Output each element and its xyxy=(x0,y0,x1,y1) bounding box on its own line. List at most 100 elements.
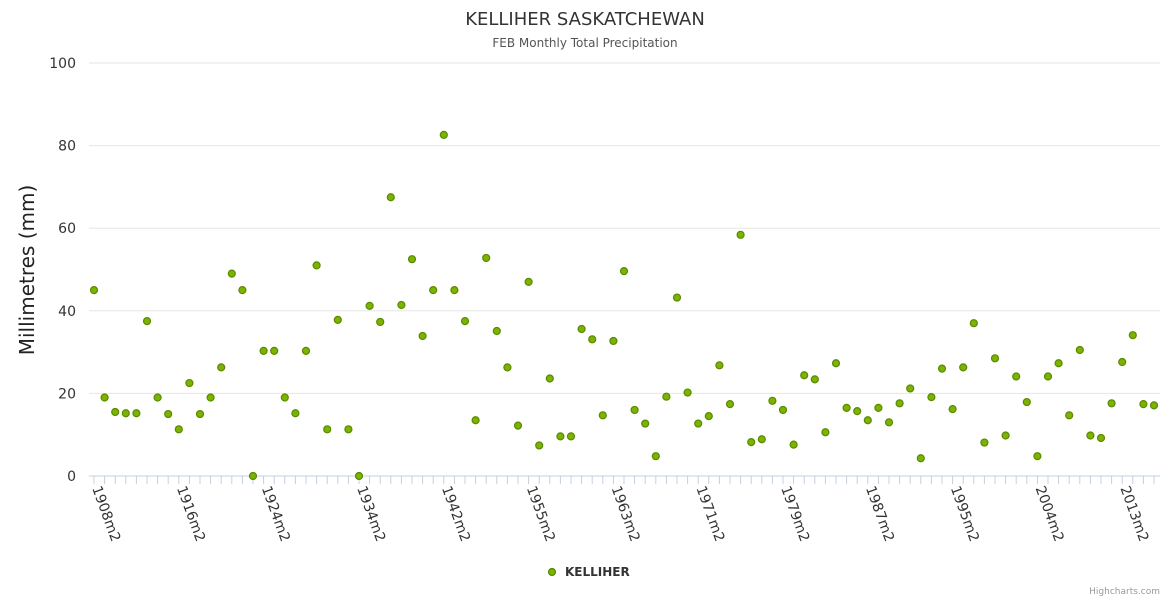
credits-link[interactable]: Highcharts.com xyxy=(1089,587,1160,597)
data-point[interactable] xyxy=(1012,372,1021,381)
data-point[interactable] xyxy=(736,230,745,239)
data-point[interactable] xyxy=(609,336,618,346)
data-point[interactable] xyxy=(312,261,321,270)
legend-label[interactable]: KELLIHER xyxy=(565,565,630,579)
data-point[interactable] xyxy=(365,301,374,310)
data-point[interactable] xyxy=(100,393,109,402)
data-point[interactable] xyxy=(450,286,459,295)
data-point[interactable] xyxy=(959,363,968,372)
data-point[interactable] xyxy=(916,454,925,463)
data-point[interactable] xyxy=(89,286,99,295)
data-point[interactable] xyxy=(545,374,554,383)
data-point[interactable] xyxy=(195,409,205,419)
data-point[interactable] xyxy=(821,428,830,437)
data-point[interactable] xyxy=(853,407,862,416)
data-point[interactable] xyxy=(725,400,735,409)
data-point[interactable] xyxy=(439,130,448,139)
data-point[interactable] xyxy=(429,286,438,295)
data-point[interactable] xyxy=(471,416,480,425)
data-point[interactable] xyxy=(884,418,894,427)
data-point[interactable] xyxy=(1149,401,1159,410)
data-point[interactable] xyxy=(227,269,236,278)
data-point[interactable] xyxy=(185,378,194,388)
data-point[interactable] xyxy=(937,364,947,373)
data-point[interactable] xyxy=(842,403,851,412)
data-point[interactable] xyxy=(704,412,713,421)
data-point[interactable] xyxy=(715,361,724,370)
data-point[interactable] xyxy=(238,286,247,295)
data-point[interactable] xyxy=(863,416,872,425)
data-point[interactable] xyxy=(757,435,766,444)
data-point[interactable] xyxy=(386,193,395,202)
data-point[interactable] xyxy=(768,396,777,405)
data-point[interactable] xyxy=(535,441,544,450)
data-point[interactable] xyxy=(482,253,491,263)
data-point[interactable] xyxy=(948,404,957,414)
data-point[interactable] xyxy=(566,432,576,441)
data-point[interactable] xyxy=(810,375,819,384)
data-point[interactable] xyxy=(397,300,406,310)
data-point[interactable] xyxy=(662,392,671,401)
data-point[interactable] xyxy=(142,317,152,326)
data-point[interactable] xyxy=(376,317,385,327)
data-point[interactable] xyxy=(270,346,279,355)
data-point[interactable] xyxy=(651,452,660,461)
data-point[interactable] xyxy=(1022,397,1031,407)
data-point[interactable] xyxy=(259,346,268,355)
data-point[interactable] xyxy=(1118,357,1127,367)
data-point[interactable] xyxy=(248,471,258,481)
data-point[interactable] xyxy=(344,425,353,434)
data-point[interactable] xyxy=(789,440,798,449)
data-point[interactable] xyxy=(874,403,883,412)
data-point[interactable] xyxy=(291,409,300,418)
data-point[interactable] xyxy=(407,255,417,264)
data-point[interactable] xyxy=(619,267,629,276)
data-point[interactable] xyxy=(1075,345,1084,355)
data-point[interactable] xyxy=(778,405,788,415)
data-point[interactable] xyxy=(577,324,586,334)
data-point[interactable] xyxy=(927,393,936,402)
data-point[interactable] xyxy=(694,419,703,428)
data-point[interactable] xyxy=(1128,331,1137,340)
data-point[interactable] xyxy=(969,319,978,328)
data-point[interactable] xyxy=(121,409,130,418)
data-point[interactable] xyxy=(641,419,650,428)
data-point[interactable] xyxy=(1065,411,1074,420)
data-point[interactable] xyxy=(174,425,183,434)
data-point[interactable] xyxy=(800,371,809,380)
data-point[interactable] xyxy=(524,277,533,286)
data-point[interactable] xyxy=(672,293,682,302)
data-point[interactable] xyxy=(513,421,523,430)
data-point[interactable] xyxy=(556,432,565,441)
data-point[interactable] xyxy=(895,399,904,408)
data-point[interactable] xyxy=(1043,372,1053,381)
data-point[interactable] xyxy=(418,331,427,341)
data-point[interactable] xyxy=(460,317,470,326)
data-point[interactable] xyxy=(301,346,311,355)
data-point[interactable] xyxy=(492,326,501,336)
data-point[interactable] xyxy=(503,363,512,372)
data-point[interactable] xyxy=(980,438,989,447)
data-point[interactable] xyxy=(588,335,597,344)
data-point[interactable] xyxy=(906,384,915,393)
data-point[interactable] xyxy=(990,354,1000,363)
data-point[interactable] xyxy=(1001,431,1010,440)
data-point[interactable] xyxy=(1107,399,1116,408)
data-point[interactable] xyxy=(280,393,289,402)
data-point[interactable] xyxy=(164,409,173,419)
data-point[interactable] xyxy=(354,471,364,481)
data-point[interactable] xyxy=(153,393,162,402)
data-point[interactable] xyxy=(323,425,332,434)
data-point[interactable] xyxy=(333,315,342,324)
data-point[interactable] xyxy=(217,363,226,372)
data-point[interactable] xyxy=(1054,359,1063,368)
data-point[interactable] xyxy=(831,359,841,368)
data-point[interactable] xyxy=(747,438,756,447)
data-point[interactable] xyxy=(598,411,607,420)
legend[interactable]: KELLIHER xyxy=(547,565,630,579)
data-point[interactable] xyxy=(111,407,120,417)
data-point[interactable] xyxy=(132,409,141,418)
data-point[interactable] xyxy=(683,388,692,397)
data-point[interactable] xyxy=(1139,400,1148,409)
data-point[interactable] xyxy=(1086,431,1095,440)
